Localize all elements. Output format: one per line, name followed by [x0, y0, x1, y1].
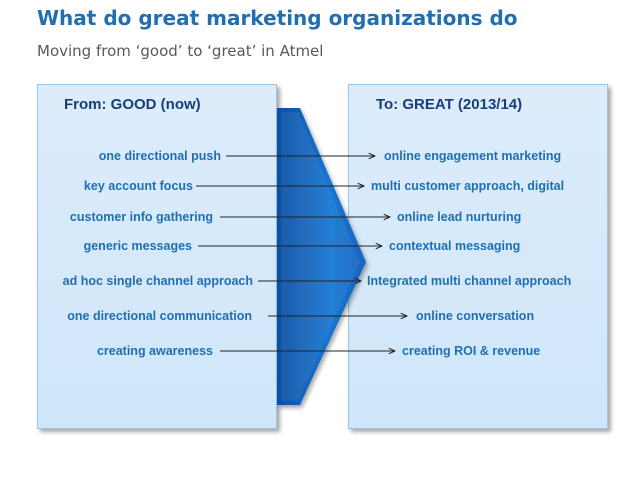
to-item: multi customer approach, digital: [371, 179, 565, 193]
chevron-highlight: [281, 112, 360, 401]
page-subtitle: Moving from ‘good’ to ‘great’ in Atmel: [37, 42, 324, 60]
to-item: creating ROI & revenue: [402, 344, 541, 358]
to-item: online engagement marketing: [384, 149, 562, 163]
page-title: What do great marketing organizations do: [37, 6, 518, 30]
from-item: one directional push: [98, 149, 221, 163]
from-panel-header: From: GOOD (now): [64, 96, 201, 113]
to-item: online conversation: [416, 309, 535, 323]
from-panel: [37, 84, 277, 429]
from-item: ad hoc single channel approach: [62, 274, 253, 288]
chevron-arrow: [277, 108, 366, 405]
to-item: Integrated multi channel approach: [367, 274, 572, 288]
to-item: online lead nurturing: [397, 210, 522, 224]
from-item: key account focus: [83, 179, 193, 193]
from-item: one directional communication: [67, 309, 252, 323]
from-item: generic messages: [83, 239, 192, 253]
from-item: creating awareness: [96, 344, 213, 358]
to-panel-header: To: GREAT (2013/14): [376, 96, 523, 113]
from-item: customer info gathering: [69, 210, 213, 224]
to-panel: [348, 84, 608, 429]
connector-arrows: [196, 156, 407, 351]
to-item: contextual messaging: [389, 239, 521, 253]
